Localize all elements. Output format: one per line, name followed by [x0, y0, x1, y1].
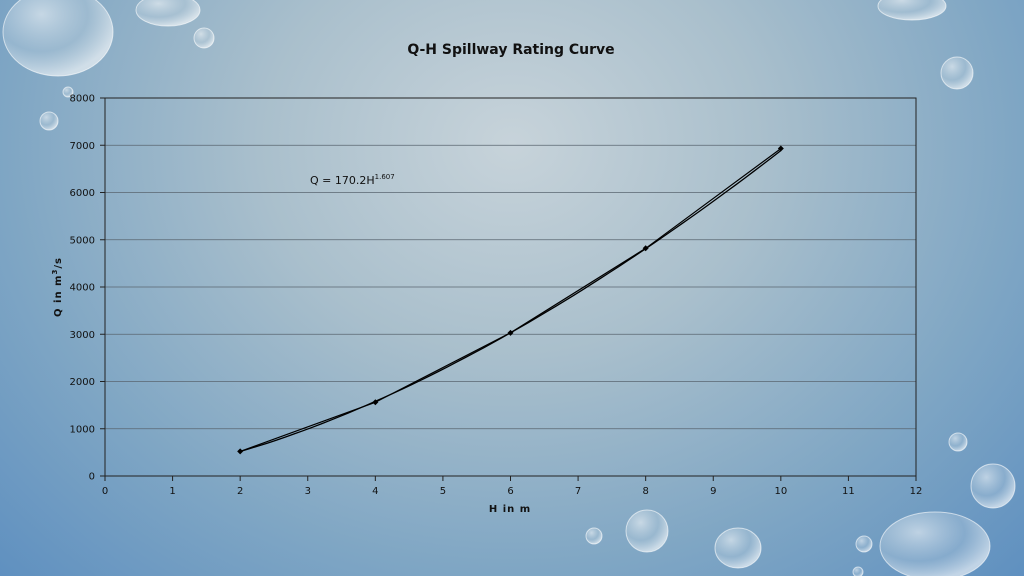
data-point [642, 245, 649, 252]
x-tick-label: 0 [102, 486, 108, 497]
y-tick-label: 6000 [70, 188, 95, 199]
y-tick-label: 1000 [70, 424, 95, 435]
x-tick-label: 4 [372, 486, 378, 497]
x-tick-label: 9 [710, 486, 716, 497]
trendline-equation-base: Q = 170.2H [310, 174, 375, 187]
trendline-equation-exponent: 1.607 [375, 173, 395, 181]
y-axis-label-base: Q in m [53, 275, 64, 317]
x-tick-label: 2 [237, 486, 243, 497]
y-tick-label: 5000 [70, 235, 95, 246]
data-series-line [239, 148, 782, 452]
chart-title: Q-H Spillway Rating Curve [407, 42, 614, 58]
y-tick-label: 7000 [70, 141, 95, 152]
x-tick-label: 7 [575, 486, 581, 497]
y-axis-label: Q in m3/s [51, 257, 64, 317]
y-tick-label: 0 [89, 472, 95, 483]
x-tick-label: 12 [910, 486, 923, 497]
y-axis-label-sup: 3 [51, 269, 59, 275]
x-tick-label: 10 [774, 486, 787, 497]
y-tick-label: 4000 [70, 283, 95, 294]
data-point [372, 399, 379, 406]
data-point [237, 448, 244, 455]
x-tick-label: 6 [507, 486, 513, 497]
tick-labels: 0 1 2 3 4 5 6 7 8 9 10 11 12010002000300040005000600… [70, 94, 923, 498]
data-point [507, 329, 514, 336]
y-tick-label: 3000 [70, 330, 95, 341]
x-axis-label: H in m [489, 504, 531, 515]
data-point [777, 145, 784, 152]
gridlines [105, 144, 916, 430]
x-tick-label: 8 [642, 486, 648, 497]
x-tick-label: 5 [440, 486, 446, 497]
y-axis-label-suffix: /s [53, 257, 64, 269]
x-tick-label: 3 [305, 486, 311, 497]
y-tick-label: 2000 [70, 377, 95, 388]
axes [100, 97, 917, 481]
x-tick-label: 11 [842, 486, 855, 497]
data-points [237, 145, 784, 455]
trendline [240, 150, 782, 453]
x-tick-label: 1 [169, 486, 175, 497]
y-tick-label: 8000 [70, 94, 95, 105]
trendline-equation: Q = 170.2H1.607 [310, 173, 395, 187]
